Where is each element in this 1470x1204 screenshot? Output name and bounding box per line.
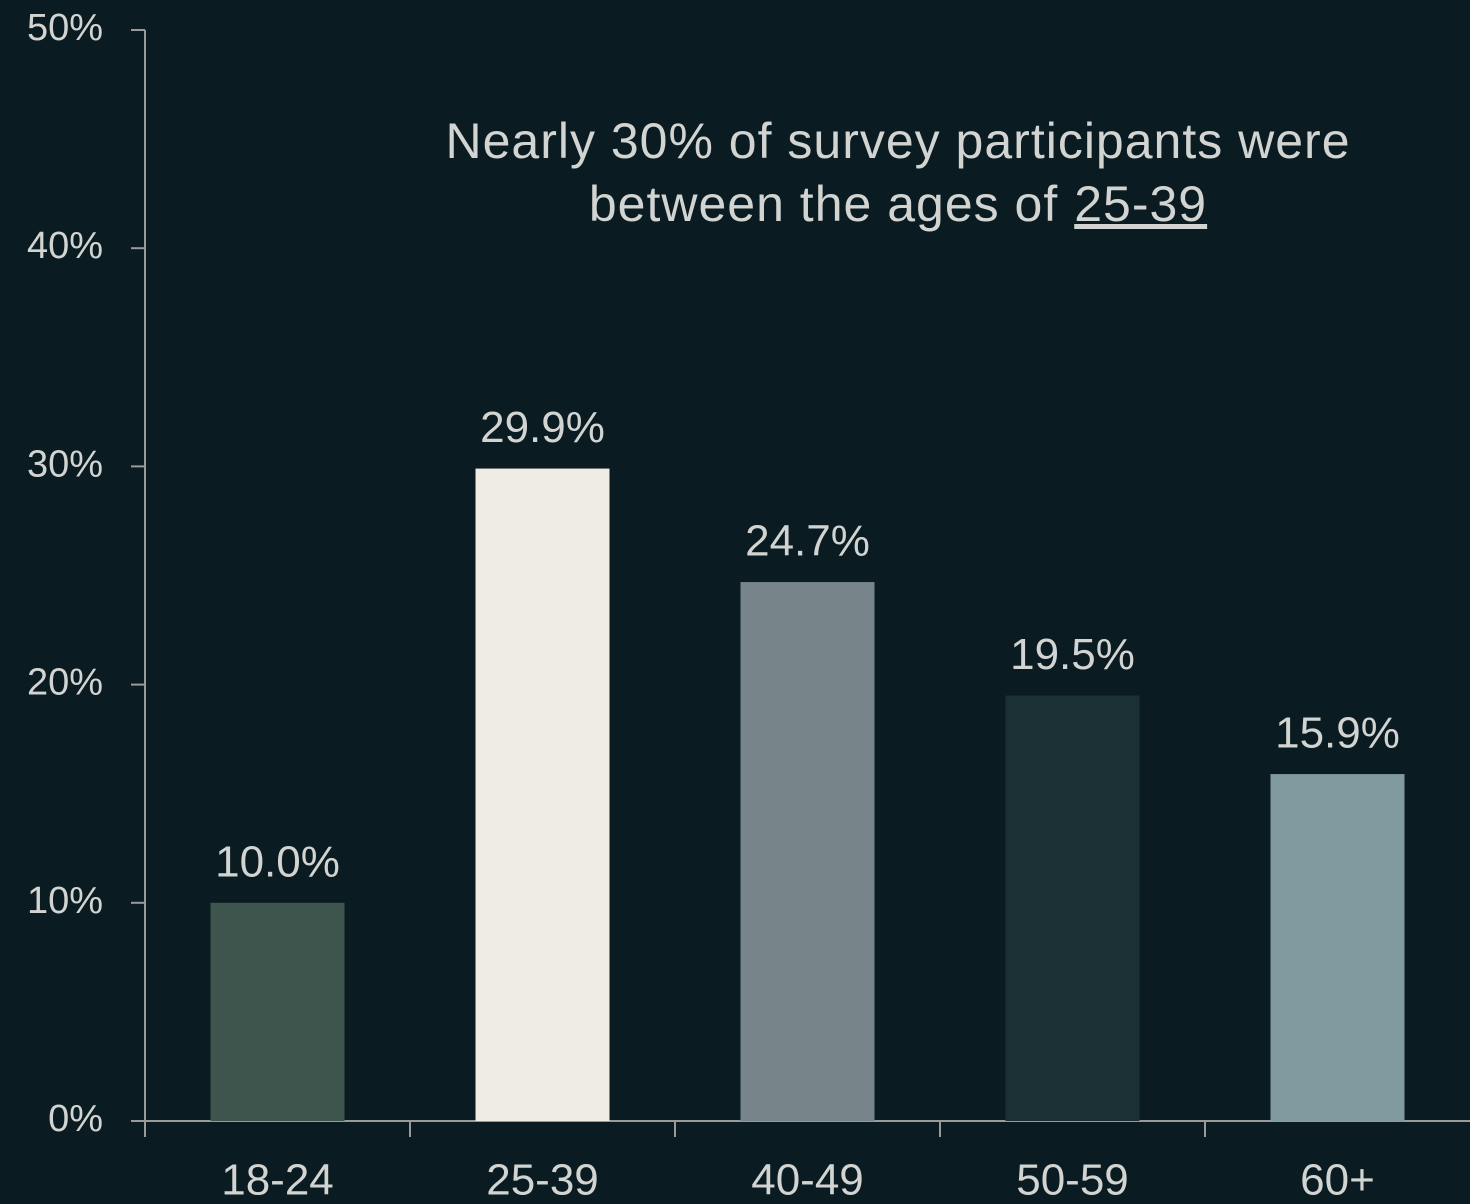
x-tick-label: 25-39 (486, 1156, 599, 1204)
value-label: 24.7% (745, 517, 870, 566)
y-tick-label: 0% (48, 1098, 103, 1140)
y-tick-label: 30% (27, 443, 103, 485)
bar (740, 582, 875, 1121)
bar (1270, 774, 1405, 1121)
x-tick-label: 18-24 (221, 1156, 334, 1204)
x-tick-label: 50-59 (1016, 1156, 1129, 1204)
y-tick-label: 20% (27, 662, 103, 704)
y-tick-label: 10% (27, 880, 103, 922)
annotation-line: Nearly 30% of survey participants were (445, 113, 1350, 169)
value-label: 10.0% (215, 837, 340, 886)
y-tick-label: 40% (27, 225, 103, 267)
annotation-highlight: 25-39 (1074, 176, 1207, 232)
y-tick-label: 50% (27, 7, 103, 49)
value-label: 15.9% (1275, 709, 1400, 758)
value-label: 19.5% (1010, 630, 1135, 679)
annotation-line: between the ages of 25-39 (589, 176, 1207, 232)
x-tick-label: 60+ (1300, 1156, 1375, 1204)
annotation-text: between the ages of (589, 176, 1058, 232)
bar (475, 468, 610, 1121)
bar (210, 902, 345, 1121)
bar (1005, 695, 1140, 1121)
x-tick-label: 40-49 (751, 1156, 864, 1204)
value-label: 29.9% (480, 403, 605, 452)
